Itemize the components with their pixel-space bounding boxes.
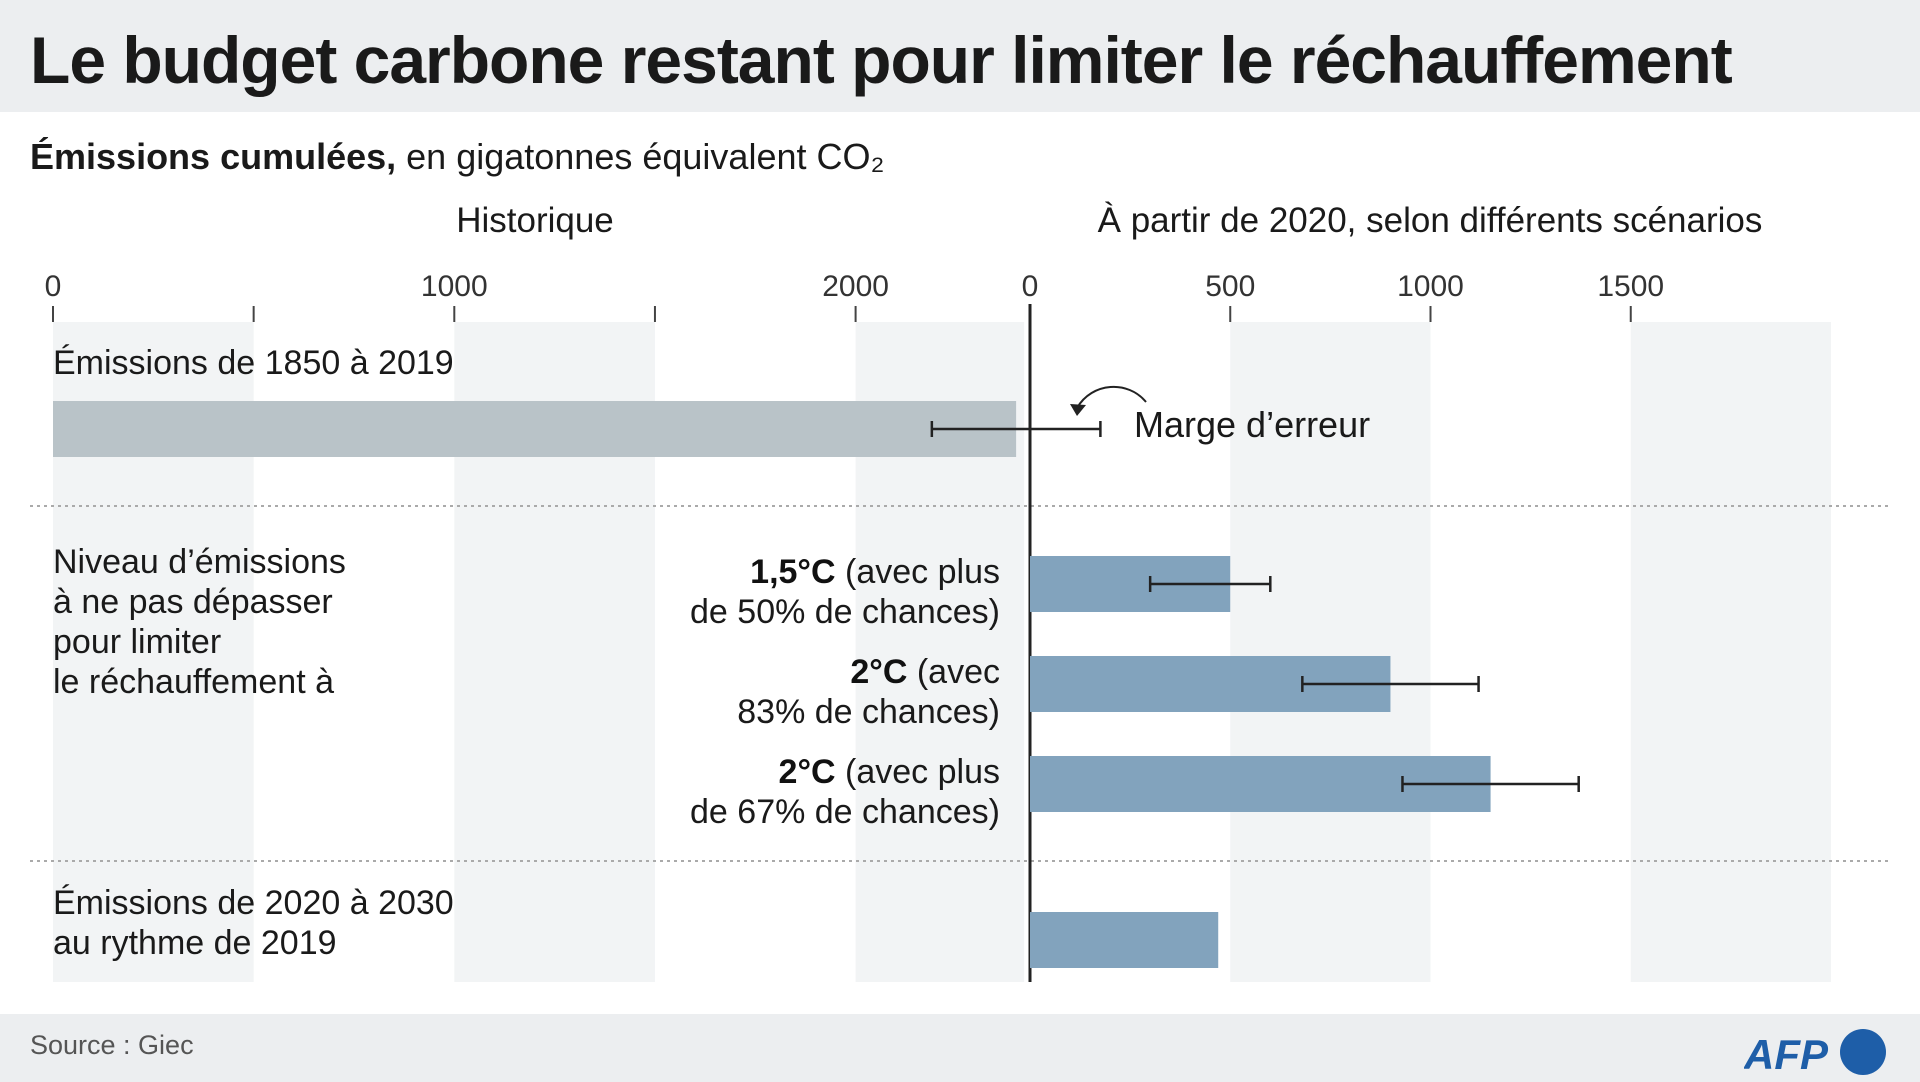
subtitle-rest: en gigatonnes équivalent CO₂ (396, 136, 885, 177)
x-tick-label: 1500 (1597, 270, 1664, 303)
annotation-arrow (1076, 386, 1147, 409)
grid-bands (53, 322, 1831, 982)
annotation-arrowhead (1070, 404, 1086, 416)
grid-band (1230, 322, 1431, 982)
grid-band (1630, 322, 1831, 982)
x-tick-label: 0 (1022, 270, 1039, 303)
scenario-label-line2: de 67% de chances) (690, 793, 1000, 831)
group-label-line: à ne pas dépasser (53, 583, 333, 621)
footer-band (0, 1014, 1920, 1082)
afp-logo-text: AFP (1744, 1031, 1829, 1078)
subtitle-bold: Émissions cumulées, (30, 136, 397, 177)
emissions-2020-2030-label: Émissions de 2020 à 2030 (53, 884, 454, 922)
historic-bar (53, 401, 1017, 457)
scenario-label-line1: 1,5°C (avec plus (750, 553, 1000, 591)
scenario-label-line1: 2°C (avec (850, 653, 1000, 691)
x-tick-label: 500 (1205, 270, 1255, 303)
source-text: Source : Giec (30, 1030, 194, 1060)
scenario-label-line2: de 50% de chances) (690, 593, 1000, 631)
scenario-label-rest: (avec plus (836, 553, 1000, 591)
page-title: Le budget carbone restant pour limiter l… (30, 23, 1733, 97)
x-tick-label: 1000 (421, 270, 488, 303)
afp-logo-circle (1840, 1029, 1886, 1075)
afp-logo: AFP (1744, 1029, 1886, 1078)
panel-header-scenarios: À partir de 2020, selon différents scéna… (1098, 201, 1763, 240)
scenario-label-rest: (avec (907, 653, 1000, 691)
group-label-line: pour limiter (53, 623, 221, 661)
labels: Historique À partir de 2020, selon différ… (45, 201, 1763, 962)
scenario-label-rest: (avec plus (836, 753, 1000, 791)
scenario-label-bold: 2°C (850, 653, 907, 691)
emissions-2020-2030-label: au rythme de 2019 (53, 924, 337, 962)
emissions-2020-2030-bar (1030, 912, 1219, 968)
panel-header-historic: Historique (456, 201, 614, 240)
subtitle: Émissions cumulées, en gigatonnes équiva… (30, 136, 884, 178)
x-tick-label: 0 (45, 270, 62, 303)
x-tick-label: 1000 (1397, 270, 1464, 303)
x-tick-label: 2000 (822, 270, 889, 303)
title-band (0, 0, 1920, 112)
axis (52, 304, 1632, 982)
group-label-line: le réchauffement à (53, 663, 334, 701)
scenario-label-line1: 2°C (avec plus (779, 753, 1000, 791)
section-dividers (30, 505, 1890, 862)
bars (53, 401, 1580, 968)
scenario-label-line2: 83% de chances) (737, 693, 1000, 731)
group-label-line: Niveau d’émissions (53, 543, 346, 581)
historic-bar-label: Émissions de 1850 à 2019 (53, 344, 454, 382)
scenario-label-bold: 2°C (779, 753, 836, 791)
scenario-label-bold: 1,5°C (750, 553, 835, 591)
error-margin-annotation: Marge d’erreur (1134, 404, 1370, 445)
